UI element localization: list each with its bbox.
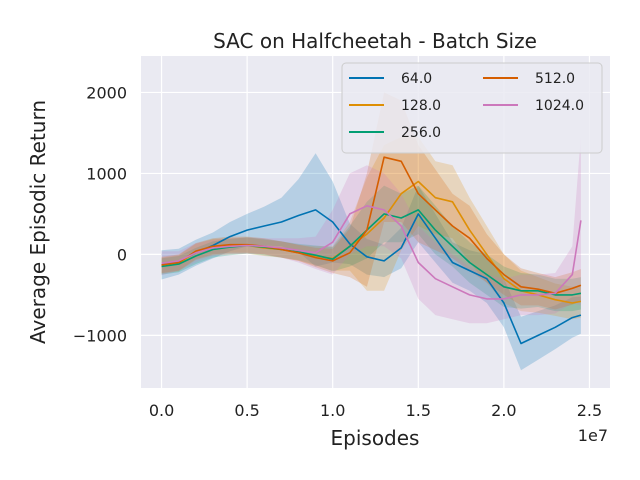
series-line-1024.0	[161, 205, 582, 300]
series-band-256.0	[161, 185, 581, 312]
series-band-512.0	[161, 92, 581, 310]
y-tick-labels: −1000 0 1000 2000	[73, 83, 127, 345]
legend-label-64.0: 64.0	[401, 71, 432, 87]
series-line-512.0	[161, 156, 582, 295]
y-tick-label: 2000	[86, 83, 127, 102]
x-tick-label: 2.5	[577, 401, 602, 420]
legend-label-128.0: 128.0	[401, 98, 441, 114]
legend-label-1024.0: 1024.0	[535, 98, 584, 114]
chart-title: SAC on Halfcheetah - Batch Size	[213, 29, 537, 53]
x-tick-labels: 0.0 0.5 1.0 1.5 2.0 2.5	[149, 401, 602, 420]
y-tick-label: 1000	[86, 164, 127, 183]
series-band-64.0	[161, 153, 581, 371]
legend: 64.0 128.0 256.0 512.0 1024.0	[341, 62, 603, 154]
y-tick-label: 0	[117, 245, 127, 264]
series-band-128.0	[161, 137, 581, 320]
legend-label-512.0: 512.0	[535, 71, 575, 87]
y-tick-label: −1000	[73, 326, 127, 345]
x-axis-title: Episodes	[331, 426, 420, 450]
x-tick-label: 1.5	[406, 401, 431, 420]
series-line-64.0	[161, 209, 582, 345]
x-axis-offset-label: 1e7	[578, 426, 608, 445]
legend-box	[341, 62, 603, 154]
x-tick-label: 1.0	[320, 401, 345, 420]
legend-items: 64.0 128.0 256.0 512.0 1024.0	[349, 71, 584, 141]
x-tick-label: 0.0	[149, 401, 174, 420]
legend-label-256.0: 256.0	[401, 125, 441, 141]
y-axis-title: Average Episodic Return	[26, 100, 50, 344]
x-tick-label: 0.5	[234, 401, 259, 420]
series-lines	[161, 156, 582, 345]
x-tick-label: 2.0	[491, 401, 516, 420]
